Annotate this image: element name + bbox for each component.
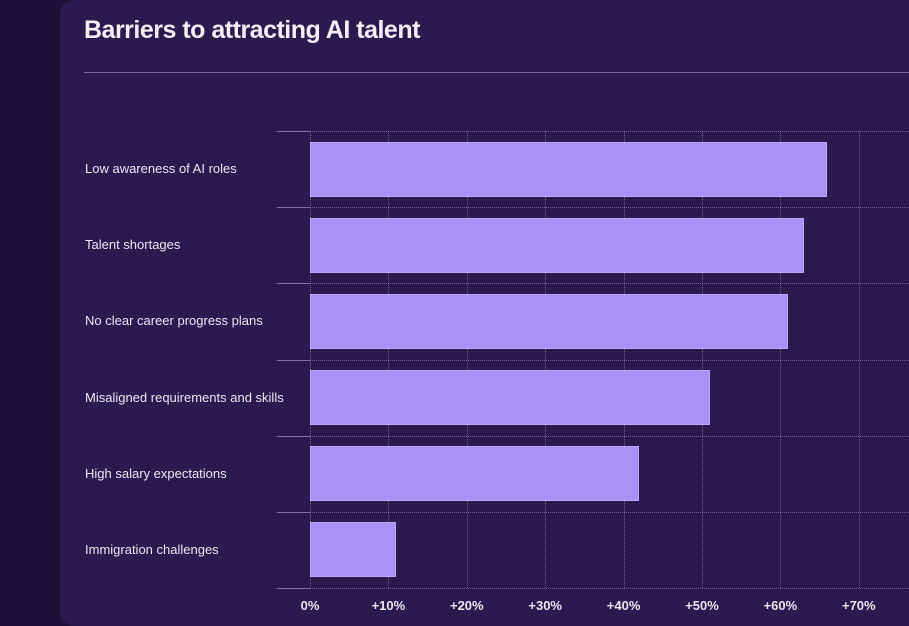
axis-tick [277,131,310,132]
x-axis-label: 0% [300,598,320,613]
x-axis-label: +40% [606,598,641,613]
grid-hline [310,359,909,361]
grid-vline [545,131,547,588]
grid-hline [310,511,909,513]
grid-vline [702,131,703,588]
grid-hline [310,207,909,209]
category-label: Misaligned requirements and skills [85,389,284,405]
axis-tick [277,588,310,589]
grid-hline [310,435,909,437]
x-axis-label: +10% [371,598,406,613]
category-label: No clear career progress plans [85,313,263,329]
bar [310,141,827,197]
x-axis-label: +30% [528,598,562,613]
bar [310,446,639,502]
category-label: High salary expectations [85,465,227,481]
grid-vline [388,131,390,588]
grid-hline [310,588,909,589]
axis-tick [277,207,310,209]
x-axis-label: +20% [449,598,484,613]
axis-tick [277,283,310,285]
grid-hline [310,283,909,285]
x-axis-label: +70% [841,598,876,613]
bar [310,217,804,273]
grid-vline [858,131,860,588]
bar [310,370,710,426]
title-divider [84,72,909,73]
bar [310,522,396,578]
grid-hline [310,131,909,132]
category-label: Immigration challenges [85,541,219,557]
category-label: Talent shortages [85,237,181,253]
grid-vline [623,131,625,588]
grid-vline [780,131,782,588]
grid-vline [466,131,468,588]
axis-tick [277,359,310,361]
bar [310,293,788,349]
axis-tick [277,435,310,437]
category-label: Low awareness of AI roles [85,161,237,177]
x-axis-label: +60% [763,598,798,613]
chart-title: Barriers to attracting AI talent [84,16,420,44]
axis-tick [277,511,310,513]
x-axis-label: +50% [685,598,719,613]
grid-vline [310,131,311,588]
